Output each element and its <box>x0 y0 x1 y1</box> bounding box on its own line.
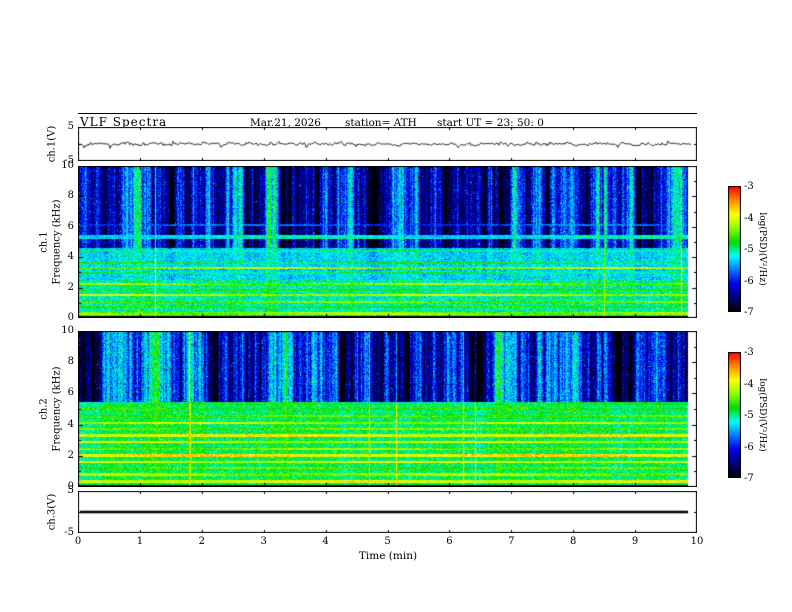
cbar-tick-label: -6 <box>744 275 754 287</box>
freq-tick-label: 8 <box>67 356 74 368</box>
freq-tick-label: 2 <box>67 449 74 461</box>
x-tick-label: 5 <box>384 536 391 547</box>
ch2-spectrogram-canvas <box>78 331 697 487</box>
ch2-colorbar-label: log(PSD)(V²/Hz) <box>757 378 767 452</box>
x-tick-label: 2 <box>198 536 205 547</box>
freq-tick-label: 4 <box>67 251 74 263</box>
ch1-colorbar <box>728 186 741 312</box>
ch1-voltage-axis-label: ch.1(V) <box>46 125 58 163</box>
freq-tick-label: 4 <box>67 418 74 430</box>
x-tick-label: 4 <box>322 536 329 547</box>
cbar-tick-label: -3 <box>744 181 754 192</box>
ch3-voltage-axis-label: ch.3(V) <box>46 493 58 531</box>
cbar-tick-label: -4 <box>744 212 754 224</box>
ch1-frequency-axis-label: Frequency (kHz) <box>51 199 63 285</box>
ch1-volt-tick-label: -5 <box>64 155 74 166</box>
freq-tick-label: 10 <box>61 325 74 336</box>
time-axis-label: Time (min) <box>358 550 418 562</box>
ch1-colorbar-label: log(PSD)(V²/Hz) <box>757 212 767 286</box>
cbar-tick-label: -4 <box>744 378 754 390</box>
ch1-volt-tick-label: 5 <box>67 121 74 132</box>
freq-tick-label: 0 <box>67 481 74 492</box>
ch1-spectrogram-canvas <box>78 166 697 318</box>
freq-tick-label: 6 <box>67 387 74 399</box>
start-ut-label: start UT = 23: 50: 0 <box>437 117 544 129</box>
ch2-colorbar <box>728 352 741 478</box>
cbar-tick-label: -5 <box>744 244 754 255</box>
x-tick-label: 0 <box>74 536 82 547</box>
cbar-tick-label: -5 <box>744 410 754 421</box>
ch3-volt-tick-label: -5 <box>64 527 74 538</box>
ch3-waveform-canvas <box>78 491 697 533</box>
plot-title: VLF Spectra <box>80 115 168 129</box>
x-tick-label: 7 <box>508 536 515 547</box>
freq-tick-label: 6 <box>67 220 74 232</box>
x-tick-label: 8 <box>570 536 577 547</box>
ch1-waveform-canvas <box>78 127 697 161</box>
ch2-frequency-axis-label: Frequency (kHz) <box>51 366 63 452</box>
header-rule <box>78 113 697 114</box>
ch2-channel-label: ch.2 <box>38 398 50 420</box>
plot-date: Mar.21, 2026 <box>250 117 321 129</box>
ch3-volt-tick-label: 5 <box>67 485 74 496</box>
cbar-tick-label: -6 <box>744 441 754 453</box>
cbar-tick-label: -7 <box>744 473 754 484</box>
cbar-tick-label: -7 <box>744 307 754 318</box>
x-tick-label: 3 <box>260 536 267 547</box>
x-tick-label: 10 <box>690 536 704 547</box>
x-tick-label: 6 <box>446 536 453 547</box>
x-tick-label: 9 <box>631 536 639 547</box>
freq-tick-label: 0 <box>67 312 74 323</box>
freq-tick-label: 2 <box>67 281 74 293</box>
station-label: station= ATH <box>345 117 417 129</box>
x-tick-label: 1 <box>136 536 144 547</box>
cbar-tick-label: -3 <box>744 347 754 358</box>
freq-tick-label: 8 <box>67 190 74 202</box>
ch1-channel-label: ch.1 <box>38 231 50 253</box>
freq-tick-label: 10 <box>61 160 74 171</box>
